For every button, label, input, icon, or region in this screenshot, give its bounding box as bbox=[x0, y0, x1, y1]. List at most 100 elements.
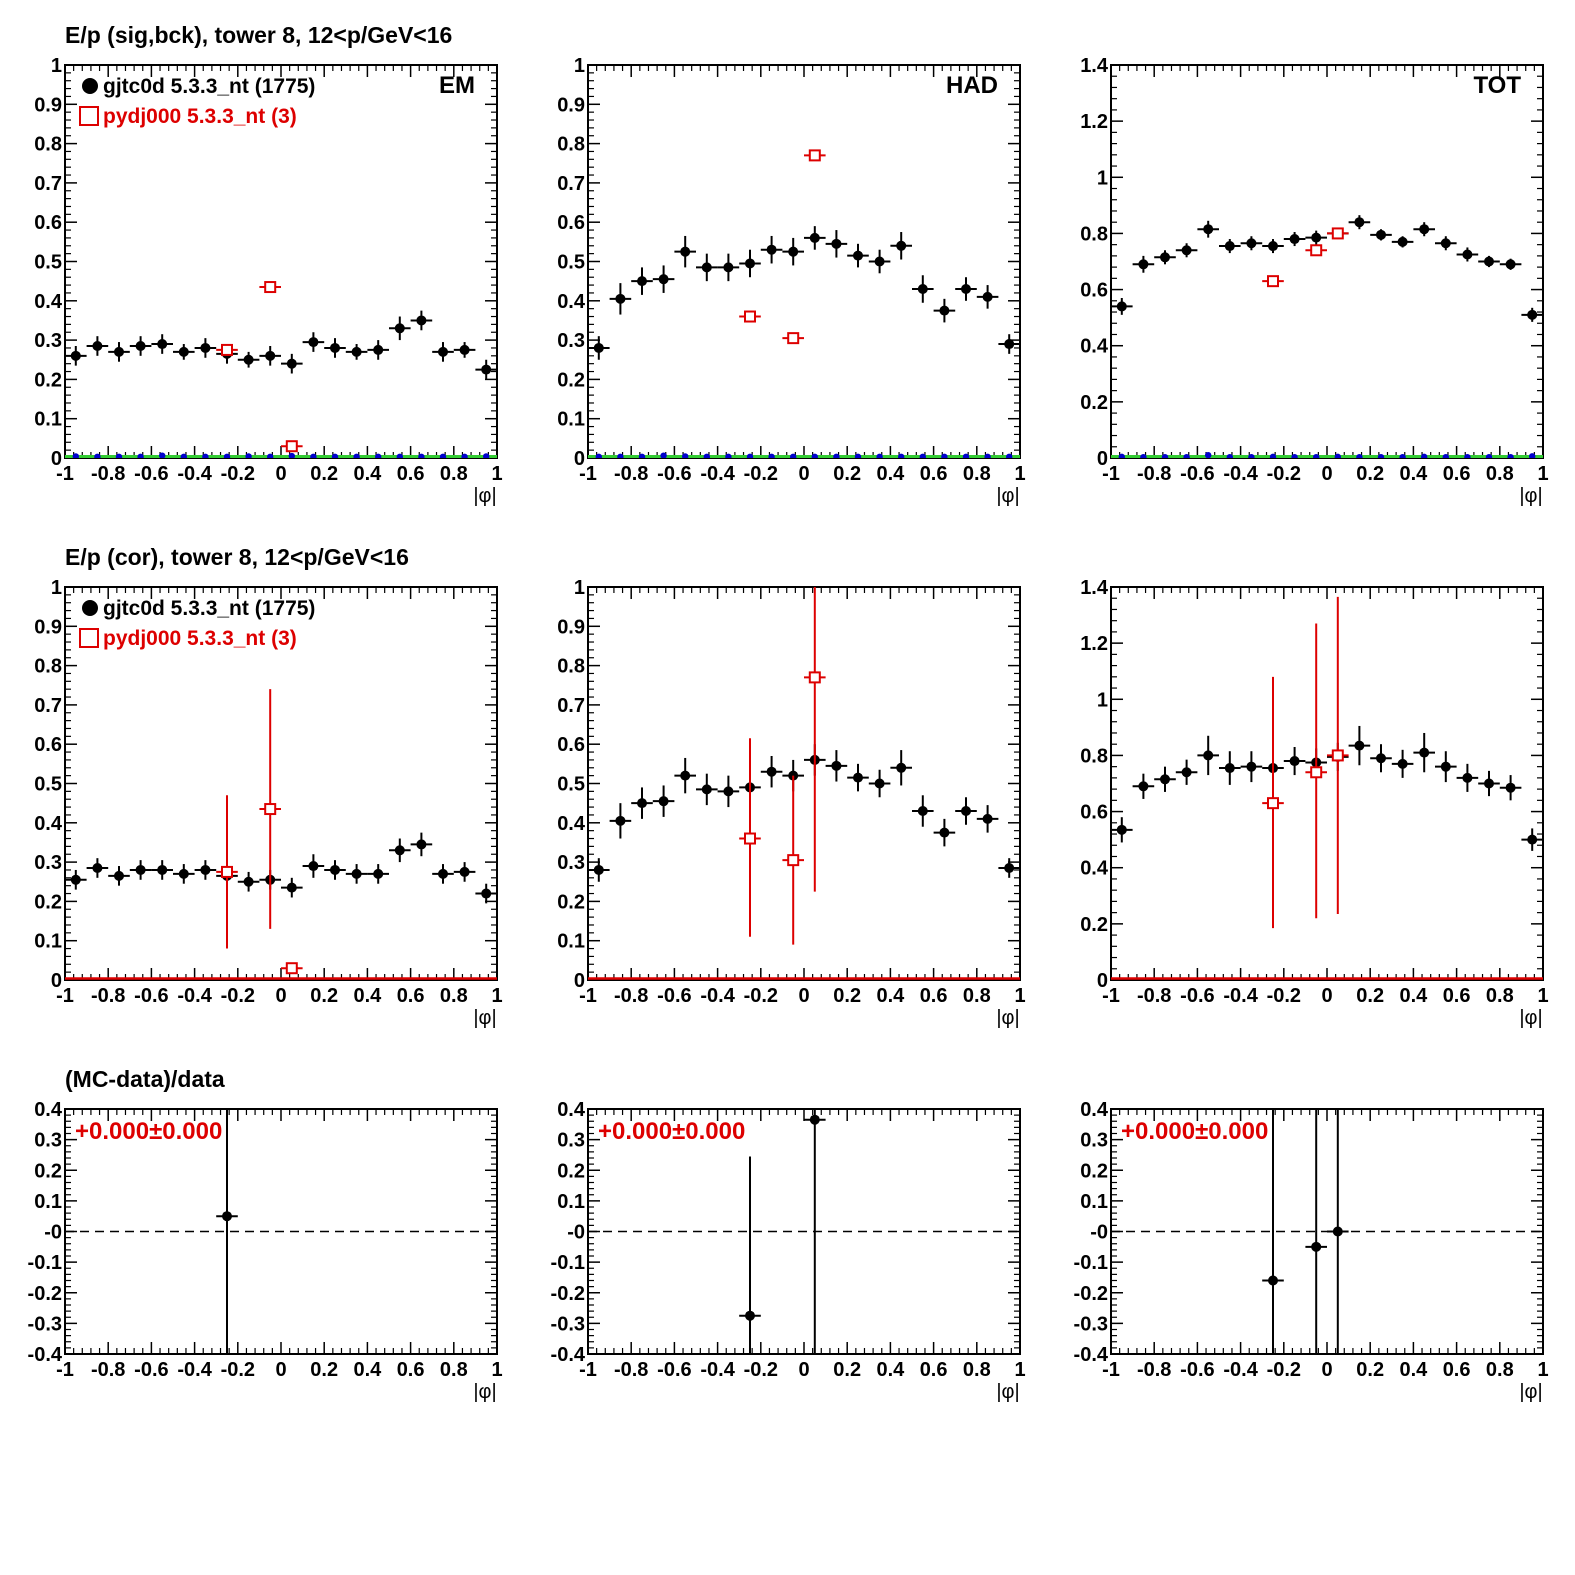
background-point bbox=[137, 453, 144, 458]
data-layer bbox=[65, 281, 497, 458]
data-point bbox=[70, 874, 81, 885]
y-tick-label: 0 bbox=[51, 970, 62, 992]
data-point bbox=[416, 315, 427, 326]
y-tick-label: 0.1 bbox=[557, 1191, 585, 1213]
data-point bbox=[1224, 763, 1235, 774]
data-point bbox=[745, 258, 755, 269]
x-axis-label: |φ| bbox=[996, 1007, 1019, 1029]
data-point bbox=[243, 354, 254, 365]
data-point bbox=[701, 784, 712, 795]
y-tick-label: -0.3 bbox=[1074, 1313, 1108, 1335]
x-tick-label: -0.4 bbox=[700, 985, 735, 1007]
data-point bbox=[373, 868, 384, 879]
data-layer bbox=[1262, 1109, 1349, 1354]
y-tick-label: 0.8 bbox=[1080, 223, 1108, 245]
x-tick-label: -1 bbox=[1102, 1359, 1120, 1381]
x-tick-label: -0.2 bbox=[221, 985, 255, 1007]
data-point bbox=[961, 284, 971, 295]
y-tick-label: 0 bbox=[574, 970, 585, 992]
background-point bbox=[1161, 453, 1169, 458]
data-point bbox=[114, 346, 124, 357]
y-tick-label: 0.5 bbox=[557, 252, 585, 274]
background-point bbox=[375, 453, 382, 458]
fit-result-label: +0.000±0.000 bbox=[1121, 1118, 1268, 1145]
mc-point bbox=[744, 832, 756, 845]
x-tick-label: 0.6 bbox=[920, 463, 948, 485]
x-tick-label: 0.4 bbox=[1399, 463, 1428, 485]
x-tick-label: -1 bbox=[56, 1359, 74, 1381]
background-point bbox=[1507, 453, 1514, 458]
data-point bbox=[1311, 1241, 1322, 1252]
background-point bbox=[288, 452, 295, 458]
panel-ratio-tot: -1 -0.8 -0.6 -0.4 -0.2 0 0.2 0.4 0.6 0.8 1 -0.4 -0.3… bbox=[1074, 1099, 1549, 1403]
data-point bbox=[286, 882, 297, 893]
y-tick-label: 0.2 bbox=[34, 1160, 62, 1182]
background-point bbox=[223, 453, 231, 458]
x-tick-label: 0.8 bbox=[440, 985, 468, 1007]
panel-ratio-had: -1 -0.8 -0.6 -0.4 -0.2 0 0.2 0.4 0.6 0.8 1 -0.4 -0.3… bbox=[551, 1099, 1026, 1403]
data-point bbox=[745, 1310, 755, 1321]
data-point bbox=[481, 888, 492, 899]
y-tick-label: 0.1 bbox=[1080, 1191, 1108, 1213]
legend-mc-label: pydj000 5.3.3_nt (3) bbox=[103, 627, 297, 650]
x-tick-label: -0.2 bbox=[1267, 463, 1301, 485]
x-tick-label: 0.8 bbox=[963, 463, 991, 485]
data-point bbox=[178, 868, 189, 879]
data-point bbox=[394, 845, 405, 856]
x-tick-label: -0.6 bbox=[134, 985, 168, 1007]
y-tick-label: -0.4 bbox=[28, 1344, 63, 1366]
x-tick-label: -0.4 bbox=[1223, 463, 1258, 485]
x-tick-label: -0.8 bbox=[1137, 1359, 1171, 1381]
background-point bbox=[1485, 453, 1493, 458]
y-tick-label: -0.1 bbox=[28, 1252, 62, 1274]
y-tick-label: 0.3 bbox=[557, 330, 585, 352]
mc-point bbox=[1267, 797, 1279, 810]
y-tick-label: 0.2 bbox=[1080, 1160, 1108, 1182]
panel-label: EM bbox=[439, 72, 475, 99]
background-point bbox=[461, 453, 468, 458]
x-tick-label: -0.8 bbox=[614, 1359, 648, 1381]
y-tick-label: 0.7 bbox=[34, 695, 62, 717]
y-tick-label: -0.1 bbox=[1074, 1252, 1108, 1274]
x-tick-label: -0.4 bbox=[700, 1359, 735, 1381]
y-tick-label: 0.1 bbox=[557, 409, 585, 431]
background-point bbox=[418, 453, 425, 458]
background-point bbox=[962, 453, 970, 458]
y-tick-label: 0.3 bbox=[34, 1130, 62, 1152]
x-tick-label: 0.8 bbox=[440, 1359, 468, 1381]
background-point bbox=[1183, 453, 1190, 458]
background-point bbox=[267, 453, 274, 458]
data-point bbox=[658, 274, 669, 285]
data-point bbox=[1505, 259, 1516, 270]
x-tick-label: -0.4 bbox=[1223, 1359, 1258, 1381]
mc-point bbox=[1331, 749, 1344, 762]
data-layer bbox=[1111, 215, 1543, 458]
y-tick-label: 0.3 bbox=[34, 852, 62, 874]
y-tick-label: 0.3 bbox=[34, 330, 62, 352]
data-point bbox=[961, 806, 971, 817]
x-tick-label: 0 bbox=[1321, 1359, 1332, 1381]
data-point bbox=[1376, 229, 1386, 240]
y-tick-label: -0.4 bbox=[1074, 1344, 1109, 1366]
data-point bbox=[982, 813, 993, 824]
x-axis-label: |φ| bbox=[473, 485, 496, 507]
y-tick-label: 0.9 bbox=[34, 94, 62, 116]
panel-sig-em: -1 -0.8 -0.6 -0.4 -0.2 0 0.2 0.4 0.6 0.8 1 0 0.1 0.2 0… bbox=[34, 55, 502, 507]
data-point bbox=[1160, 774, 1170, 785]
x-tick-label: -1 bbox=[56, 463, 74, 485]
y-tick-label: 0.6 bbox=[1080, 280, 1108, 302]
mc-point bbox=[221, 865, 233, 878]
plot-frame bbox=[587, 586, 1021, 981]
mc-point bbox=[1267, 275, 1279, 288]
mc-point bbox=[808, 149, 821, 162]
data-point bbox=[438, 868, 448, 879]
x-tick-label: -0.8 bbox=[614, 463, 648, 485]
data-point bbox=[1376, 753, 1386, 764]
background-point bbox=[202, 453, 209, 458]
y-tick-label: -0 bbox=[44, 1222, 62, 1244]
y-tick-label: 0 bbox=[1097, 448, 1108, 470]
x-tick-label: 0.8 bbox=[1486, 463, 1514, 485]
x-axis-label: |φ| bbox=[473, 1007, 496, 1029]
x-tick-label: 0.6 bbox=[397, 985, 425, 1007]
y-tick-label: 0.3 bbox=[1080, 1130, 1108, 1152]
